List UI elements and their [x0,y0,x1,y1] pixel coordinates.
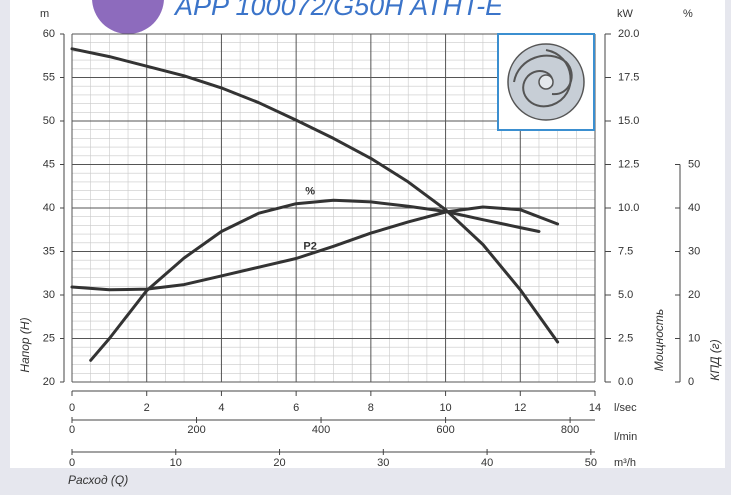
y2-axis-title: Мощность [652,309,666,371]
y-tick-label: 45 [43,158,55,170]
y-tick-label: 55 [43,71,55,83]
x-tick-label: 12 [514,402,526,414]
curve [70,47,560,344]
curve-label: P2 [303,240,316,252]
x-tick-label: 2 [144,402,150,414]
y-axis-title: Напор (H) [18,317,32,372]
x3-unit: m³/h [614,457,636,469]
x-tick-label: 0 [69,457,75,469]
y3-tick-label: 20 [688,289,700,301]
y3-unit: % [683,8,693,20]
logo [92,0,164,34]
y2-tick-label: 12.5 [618,158,639,170]
x-tick-label: 200 [187,424,205,436]
x-tick-label: 50 [585,457,597,469]
curve-label: % [305,186,315,198]
x-tick-label: 10 [439,402,451,414]
x-tick-label: 20 [273,457,285,469]
chart-title: APP 100072/G50H ATHT-E [173,0,504,21]
y2-tick-label: 15.0 [618,115,639,127]
y3-tick-label: 40 [688,202,700,214]
y-unit: m [40,8,49,20]
x-tick-label: 14 [589,402,601,414]
x-tick-label: 0 [69,424,75,436]
x-tick-label: 400 [312,424,330,436]
y2-tick-label: 7.5 [618,245,633,257]
x-tick-label: 4 [218,402,224,414]
x2-unit: l/min [614,431,637,443]
y2-tick-label: 5.0 [618,289,633,301]
y-tick-label: 35 [43,245,55,257]
x-unit: l/sec [614,402,637,414]
y2-tick-label: 20.0 [618,28,639,40]
y-tick-label: 20 [43,376,55,388]
curve [89,198,541,362]
x-tick-label: 0 [69,402,75,414]
y2-tick-label: 0.0 [618,376,633,388]
curve [70,205,560,292]
y3-tick-label: 0 [688,376,694,388]
y-tick-label: 50 [43,115,55,127]
impeller-icon [497,33,595,131]
y2-tick-label: 17.5 [618,71,639,83]
x-tick-label: 10 [170,457,182,469]
x-tick-label: 30 [377,457,389,469]
x-tick-label: 600 [436,424,454,436]
x-tick-label: 8 [368,402,374,414]
y-tick-label: 30 [43,289,55,301]
x-tick-label: 800 [561,424,579,436]
y-tick-label: 60 [43,28,55,40]
y3-tick-label: 30 [688,245,700,257]
y3-axis-title: КПД (г) [708,339,722,380]
y3-tick-label: 50 [688,158,700,170]
y3-tick-label: 10 [688,332,700,344]
y2-tick-label: 2.5 [618,332,633,344]
y2-unit: kW [617,8,634,20]
y-tick-label: 40 [43,202,55,214]
y-tick-label: 25 [43,332,55,344]
x-axis-title: Расход (Q) [68,473,128,487]
x-tick-label: 6 [293,402,299,414]
y2-tick-label: 10.0 [618,202,639,214]
x-tick-label: 40 [481,457,493,469]
